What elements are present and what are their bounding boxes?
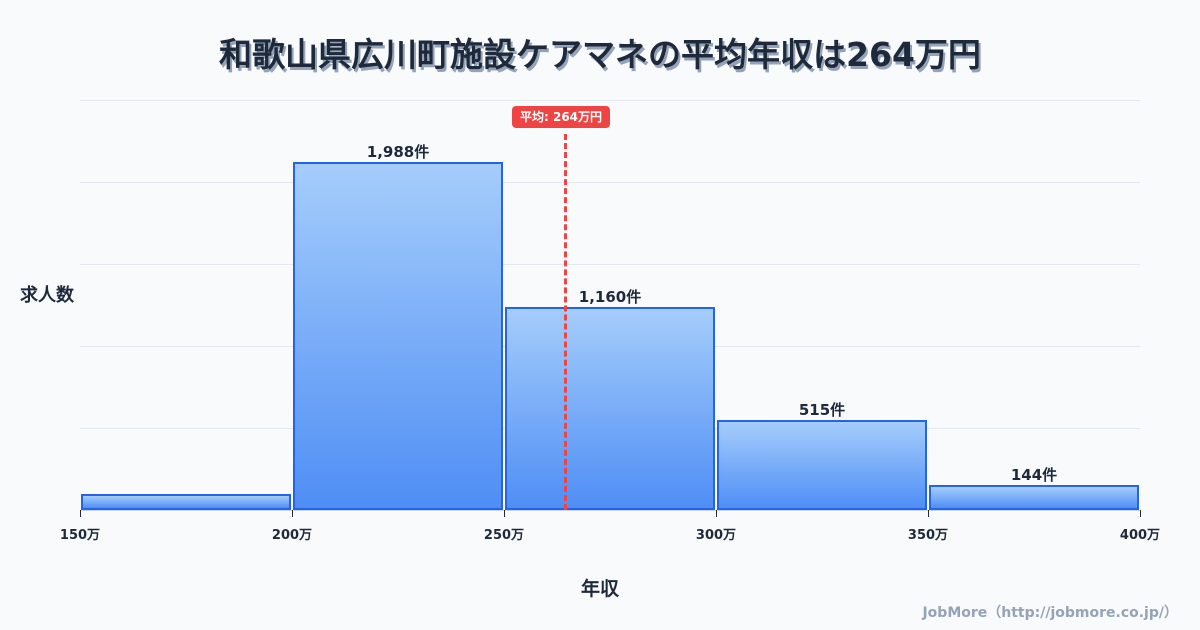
x-tick-label: 250万 <box>483 528 525 543</box>
x-tick-label: 400万 <box>1119 528 1161 543</box>
histogram-bar <box>717 420 927 510</box>
gridline <box>80 182 1140 183</box>
gridline <box>80 100 1140 101</box>
x-tick-label: 350万 <box>907 528 949 543</box>
bar-value-label: 515件 <box>798 401 846 419</box>
x-axis <box>80 510 1140 511</box>
x-axis-label: 年収 <box>580 578 619 600</box>
x-tick <box>716 510 717 517</box>
histogram-bar <box>505 307 715 510</box>
x-tick <box>80 510 81 517</box>
histogram-bar <box>293 162 503 510</box>
bar-value-label: 1,988件 <box>366 143 430 161</box>
x-tick-label: 200万 <box>271 528 313 543</box>
x-tick-label: 300万 <box>695 528 737 543</box>
mean-line <box>564 134 567 510</box>
x-tick <box>292 510 293 517</box>
x-tick <box>928 510 929 517</box>
credit-text: JobMore（http://jobmore.co.jp/） <box>922 605 1178 621</box>
histogram-bar <box>929 485 1139 510</box>
x-tick <box>1140 510 1141 517</box>
bar-value-label: 144件 <box>1010 466 1058 484</box>
x-tick <box>504 510 505 517</box>
chart-title: 和歌山県広川町施設ケアマネの平均年収は264万円 <box>219 35 981 74</box>
bar-value-label: 1,160件 <box>578 288 642 306</box>
histogram-bar <box>81 494 291 510</box>
y-axis-label: 求人数 <box>20 285 74 306</box>
x-tick-label: 150万 <box>59 528 101 543</box>
gridline <box>80 264 1140 265</box>
mean-badge: 平均: 264万円 <box>512 106 611 128</box>
